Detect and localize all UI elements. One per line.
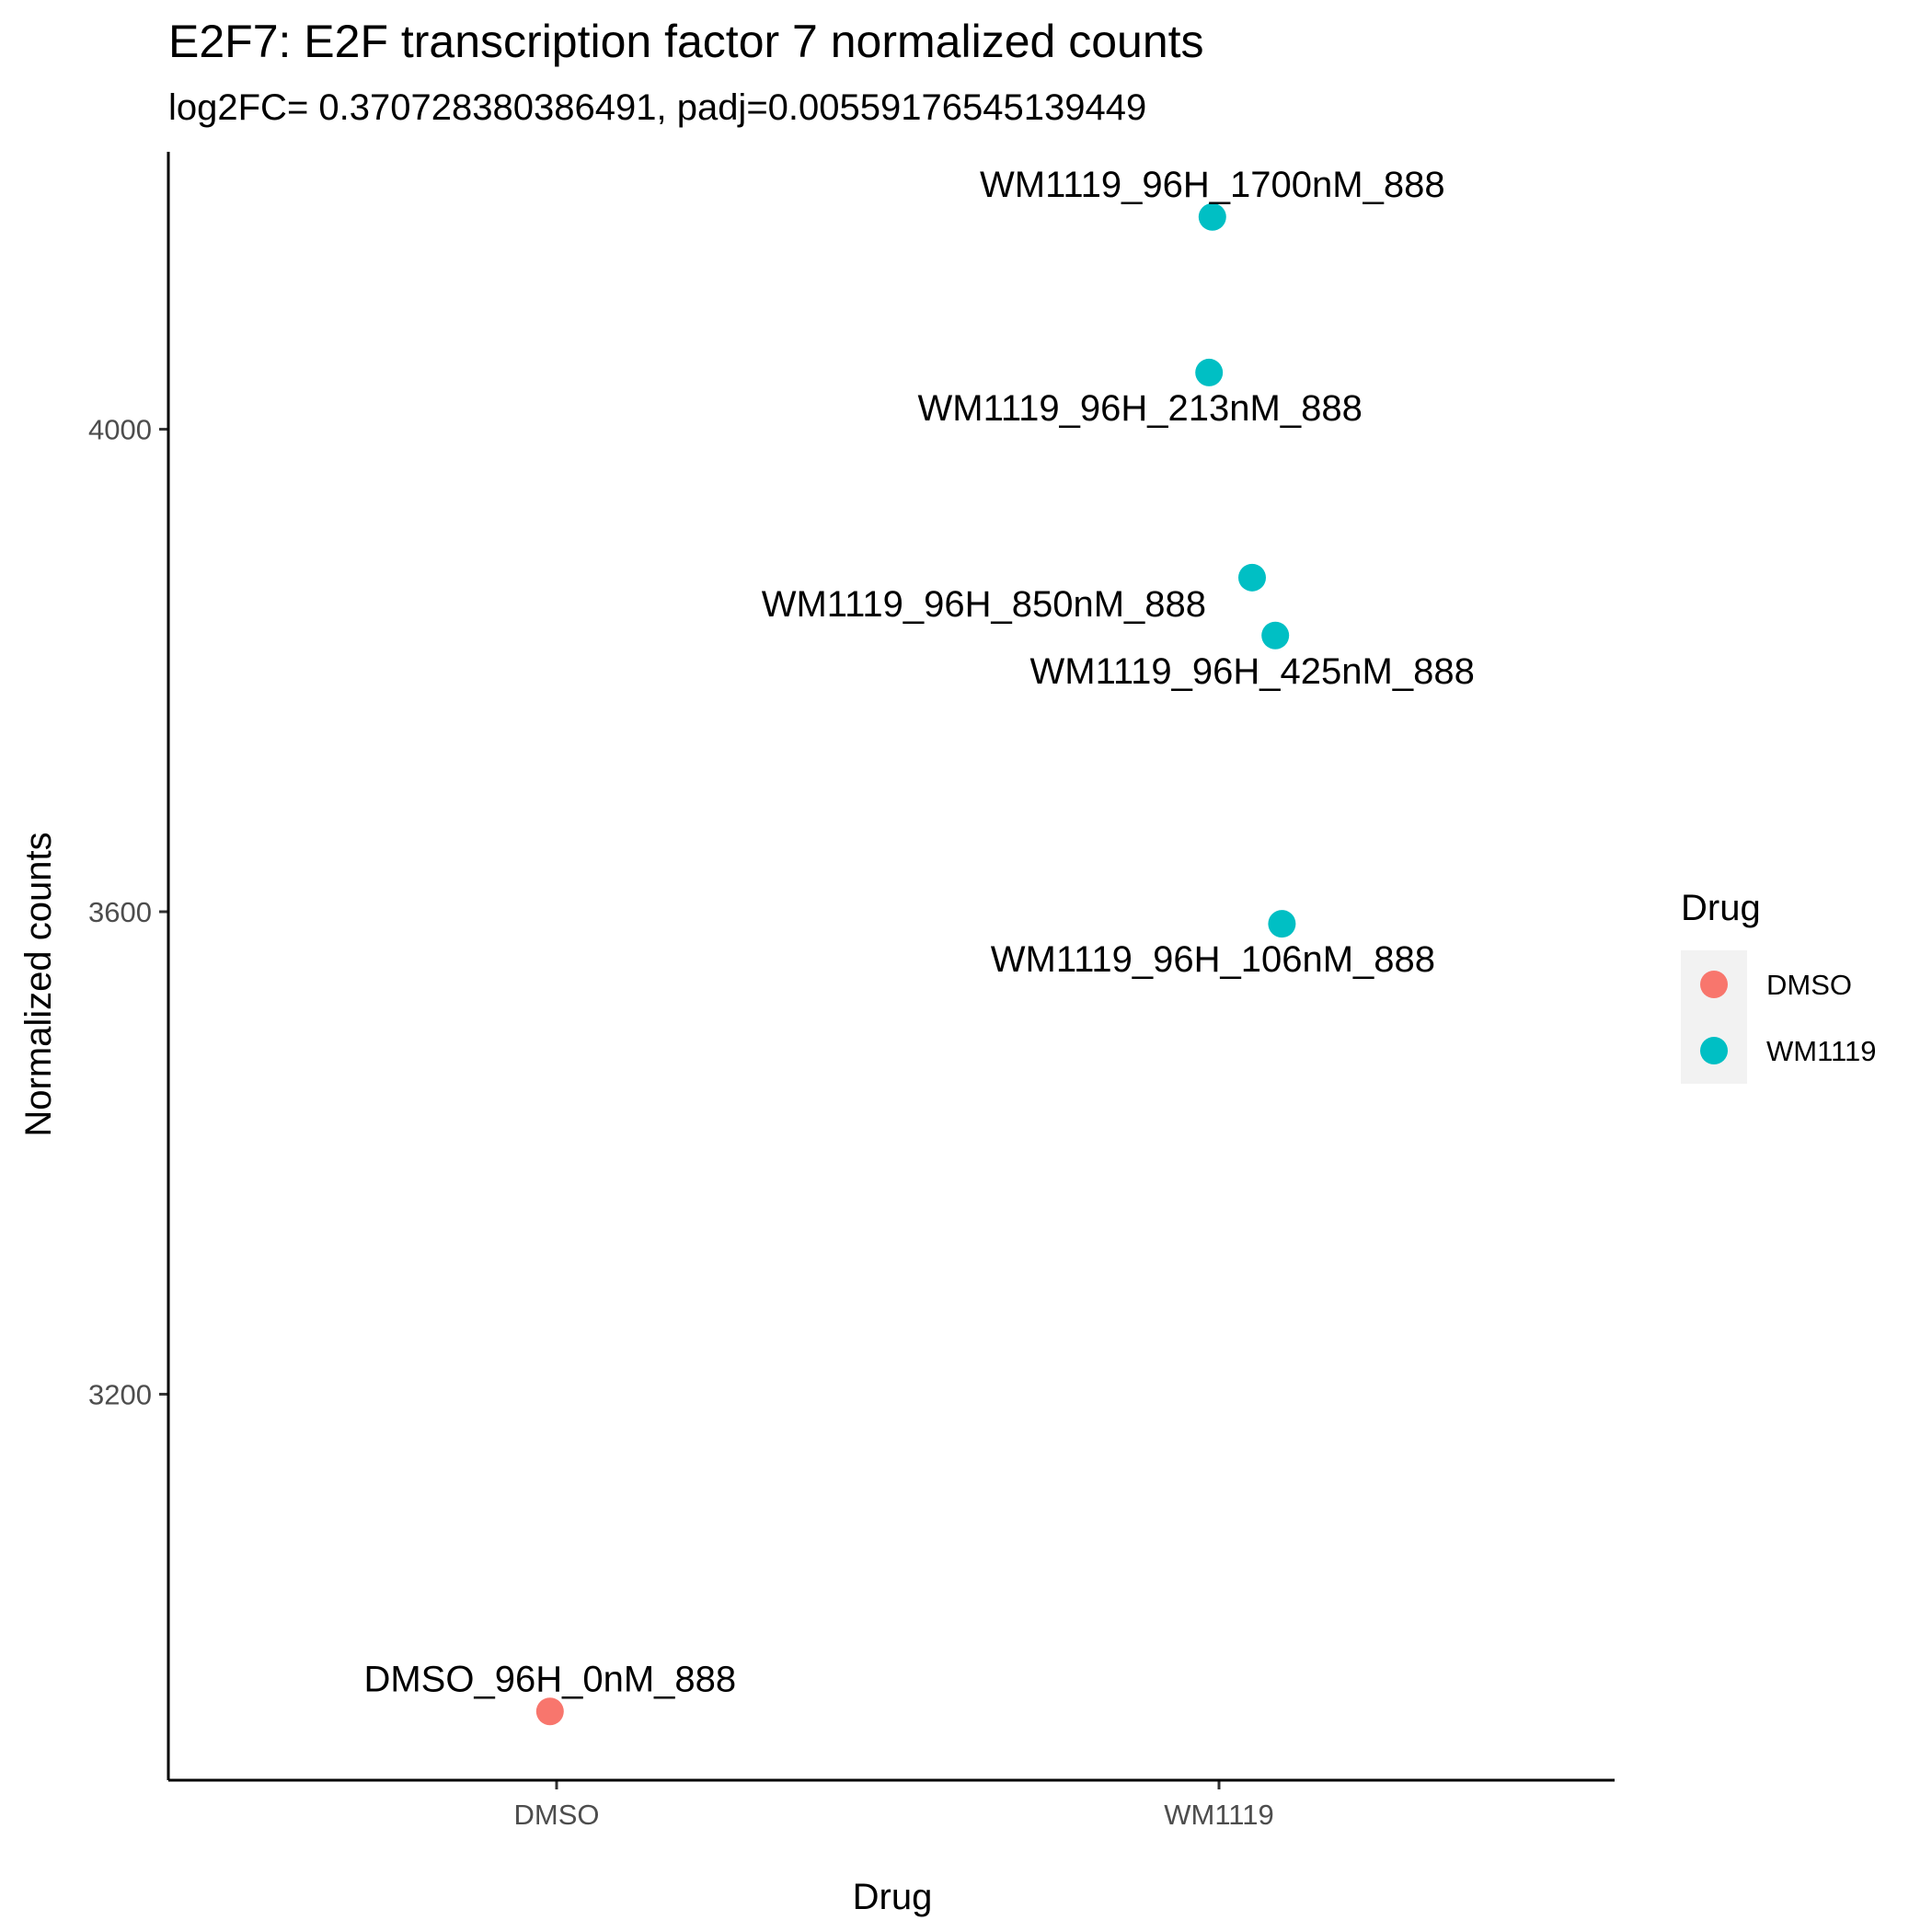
point-label: WM1119_96H_425nM_888 (1030, 651, 1475, 692)
x-axis-ticks: DMSO WM1119 (514, 1780, 1274, 1831)
y-tick-label: 3200 (88, 1378, 152, 1410)
data-point (1268, 910, 1296, 938)
x-tick-label: WM1119 (1164, 1799, 1273, 1831)
data-point (1198, 202, 1226, 231)
data-points (535, 202, 1296, 1726)
y-tick-label: 3600 (88, 896, 152, 928)
y-axis-title: Normalized counts (18, 832, 59, 1136)
y-tick-label: 4000 (88, 414, 152, 446)
chart-subtitle: log2FC= 0.370728380386491, padj=0.005591… (168, 87, 1146, 128)
legend-title: Drug (1681, 888, 1761, 928)
point-label: WM1119_96H_213nM_888 (918, 388, 1363, 429)
point-label: WM1119_96H_1700nM_888 (980, 165, 1445, 205)
chart-title: E2F7: E2F transcription factor 7 normali… (168, 16, 1204, 67)
legend-key (1700, 971, 1728, 998)
point-label: WM1119_96H_850nM_888 (762, 584, 1206, 625)
point-label: WM1119_96H_106nM_888 (991, 939, 1435, 980)
data-point (1238, 563, 1266, 592)
legend: Drug DMSO WM1119 (1681, 888, 1876, 1084)
data-point (1261, 621, 1290, 650)
point-labels: DMSO_96H_0nM_888 WM1119_96H_1700nM_888 WM1… (363, 165, 1474, 1699)
y-axis-ticks: 3200 3600 4000 (88, 414, 168, 1410)
legend-key (1700, 1037, 1728, 1064)
data-point (535, 1697, 564, 1726)
data-point (1195, 358, 1224, 386)
legend-label: DMSO (1766, 969, 1852, 1001)
legend-label: WM1119 (1766, 1035, 1876, 1067)
x-tick-label: DMSO (514, 1799, 600, 1831)
x-axis-title: Drug (853, 1877, 933, 1917)
point-label: DMSO_96H_0nM_888 (363, 1659, 736, 1699)
